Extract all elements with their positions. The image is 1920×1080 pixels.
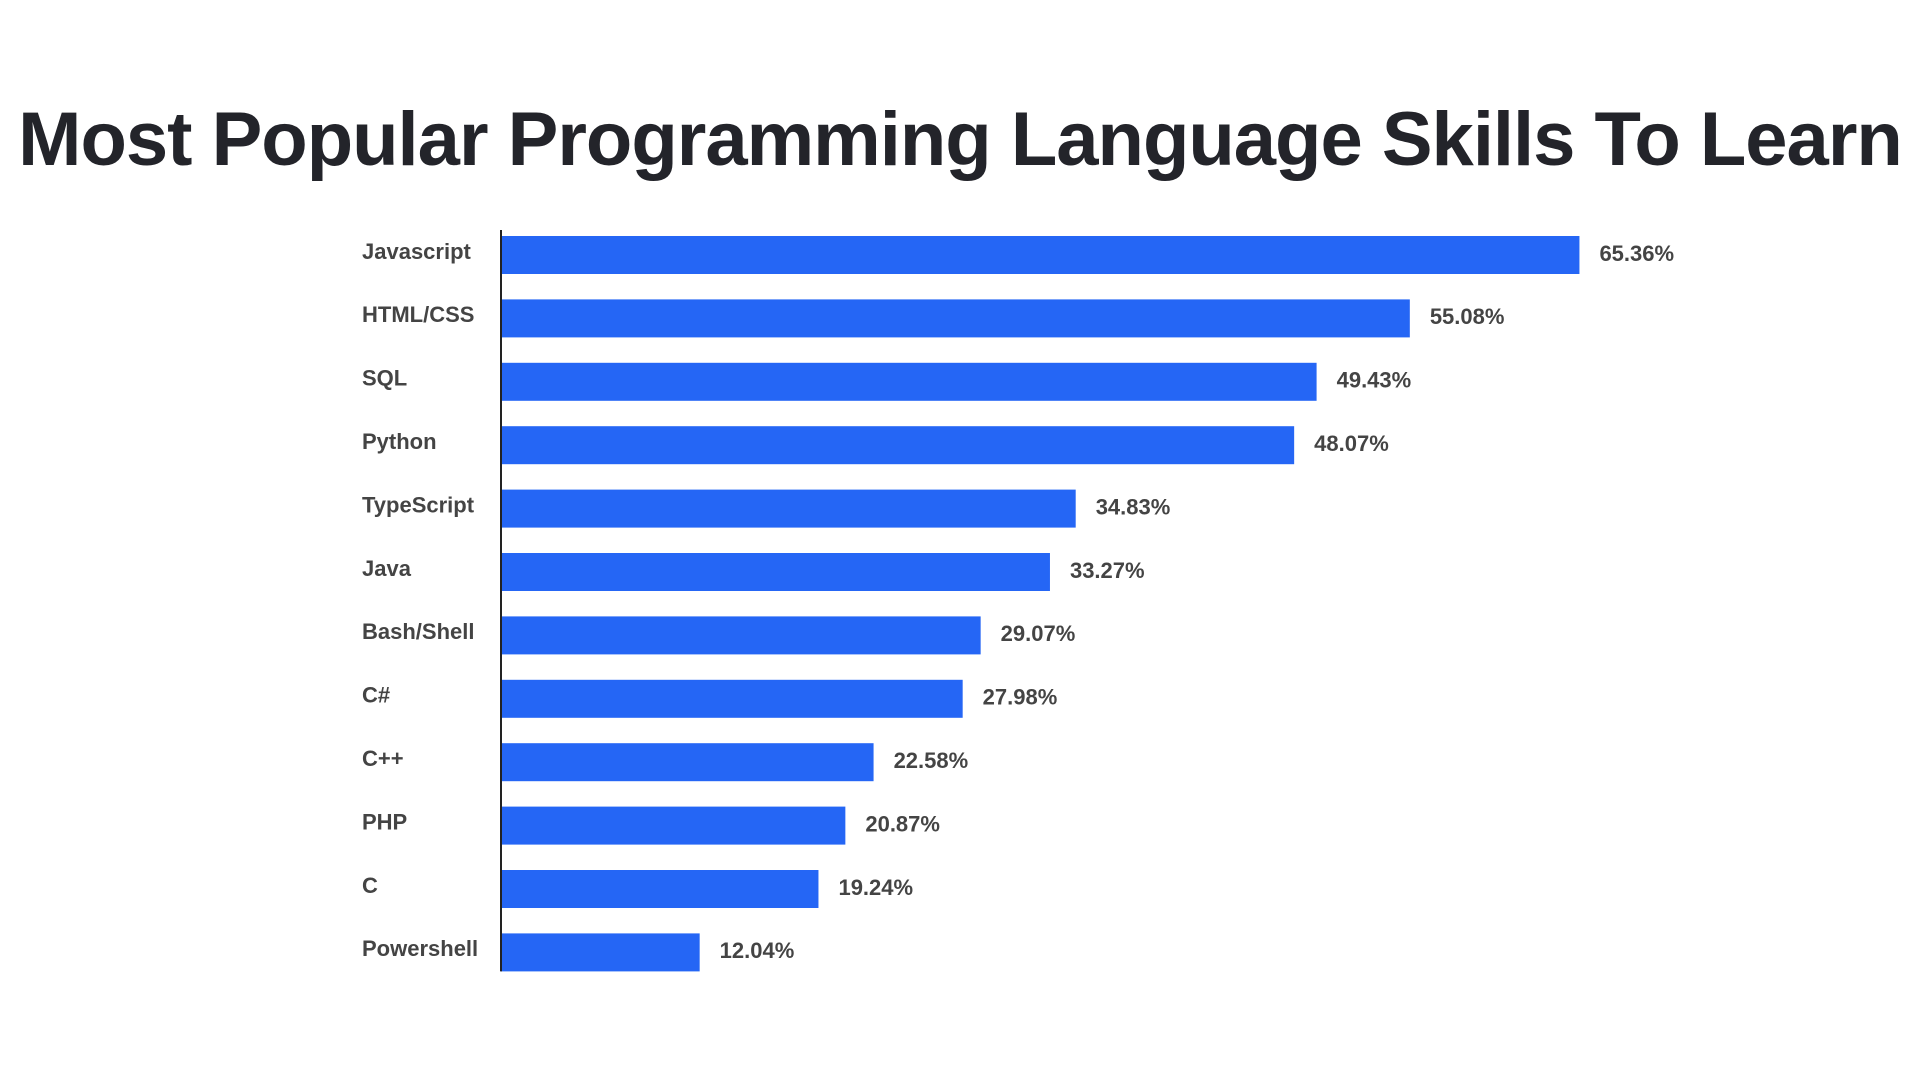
bar-c- [501, 743, 874, 782]
category-label: HTML/CSS [362, 302, 474, 327]
category-label: Python [362, 429, 437, 454]
value-label: 34.83% [1096, 494, 1171, 519]
category-label: TypeScript [362, 492, 475, 517]
category-label: C [362, 873, 378, 898]
bar-html-css [501, 299, 1410, 338]
bar-python [501, 426, 1295, 465]
category-label: PHP [362, 809, 407, 834]
category-label: C# [362, 683, 390, 708]
category-label: SQL [362, 366, 407, 391]
bar-typescript [501, 489, 1076, 528]
value-label: 22.58% [894, 748, 969, 773]
value-label: 27.98% [983, 685, 1058, 710]
category-label: Java [362, 556, 412, 581]
value-label: 19.24% [838, 875, 913, 900]
value-label: 29.07% [1001, 621, 1076, 646]
value-label: 33.27% [1070, 558, 1145, 583]
category-label: C++ [362, 746, 404, 771]
bar-c- [501, 679, 963, 718]
category-label: Javascript [362, 239, 472, 264]
value-label: 49.43% [1337, 368, 1412, 393]
bar-java [501, 553, 1050, 591]
bar-php [501, 806, 846, 845]
chart-title: Most Popular Programming Language Skills… [18, 97, 1903, 182]
value-label: 48.07% [1314, 431, 1389, 456]
value-label: 65.36% [1599, 241, 1674, 266]
category-label: Bash/Shell [362, 619, 474, 644]
value-label: 20.87% [865, 811, 940, 836]
bar-powershell [501, 933, 700, 972]
value-label: 12.04% [720, 938, 795, 963]
category-label: Powershell [362, 936, 478, 961]
value-label: 55.08% [1430, 304, 1505, 329]
bar-c [501, 870, 819, 908]
bar-javascript [501, 236, 1580, 274]
bar-sql [501, 362, 1317, 401]
bar-bash-shell [501, 616, 981, 655]
